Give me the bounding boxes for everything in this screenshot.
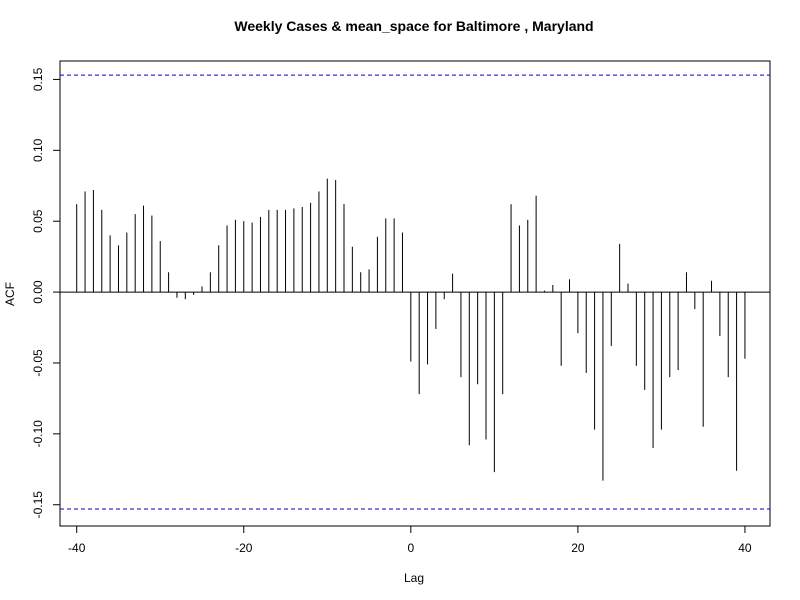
y-tick-label: 0.00: [31, 280, 45, 304]
y-axis: -0.15 -0.10 -0.05 0.00 0.05 0.10 0.15: [31, 67, 61, 519]
plot-frame: [59, 60, 771, 527]
y-tick-label: 0.05: [31, 209, 45, 233]
x-tick-label: 0: [407, 541, 414, 555]
chart-title: Weekly Cases & mean_space for Baltimore …: [234, 18, 593, 34]
x-tick-label: -40: [68, 541, 86, 555]
x-axis: -40 -20 0 20 40: [68, 525, 752, 555]
y-tick-label: 0.15: [31, 67, 45, 91]
x-tick-label: 40: [738, 541, 752, 555]
y-tick-label: -0.15: [31, 491, 45, 519]
y-tick-label: 0.10: [31, 138, 45, 162]
y-tick-label: -0.10: [31, 420, 45, 448]
x-tick-label: 20: [571, 541, 585, 555]
confidence-bounds: [60, 74, 770, 510]
acf-bars: [76, 178, 746, 481]
x-axis-label: Lag: [404, 571, 424, 585]
y-tick-label: -0.05: [31, 349, 45, 377]
x-tick-label: -20: [235, 541, 253, 555]
y-axis-label: ACF: [3, 282, 17, 306]
